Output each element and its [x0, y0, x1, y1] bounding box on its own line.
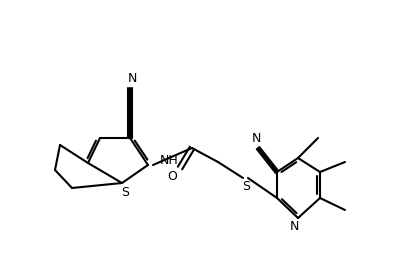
Text: N: N	[127, 73, 136, 86]
Text: N: N	[289, 220, 298, 233]
Text: S: S	[241, 180, 249, 193]
Text: NH: NH	[159, 153, 178, 166]
Text: S: S	[121, 185, 129, 198]
Text: O: O	[166, 171, 177, 184]
Text: N: N	[251, 133, 260, 146]
